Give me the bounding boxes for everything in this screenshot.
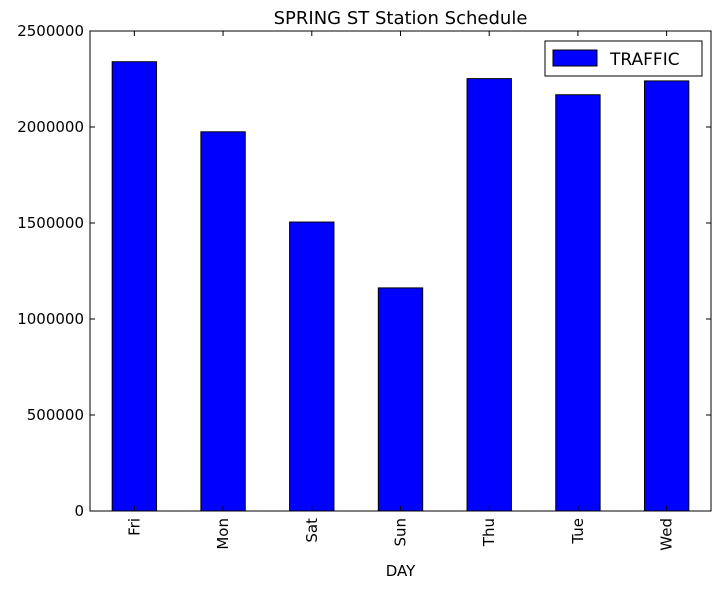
bars-group [111, 61, 690, 512]
x-tick-label-fri: Fri [125, 518, 143, 536]
bar-fri [111, 61, 158, 512]
x-tick-label-sun: Sun [392, 518, 410, 547]
bar-sat [289, 221, 335, 512]
y-tick-label: 500000 [27, 406, 84, 424]
y-tick-label: 1500000 [17, 214, 84, 232]
y-tick-label: 2500000 [17, 22, 84, 40]
x-tick-label-wed: Wed [658, 518, 676, 551]
x-axis-label: DAY [386, 562, 416, 580]
bar-mon [200, 131, 246, 512]
x-tick-label-mon: Mon [214, 518, 232, 550]
legend: TRAFFIC [544, 40, 703, 77]
y-tick-label: 1000000 [17, 310, 84, 328]
legend-label: TRAFFIC [609, 50, 680, 70]
bar-thu [466, 78, 512, 512]
x-tick-label-sat: Sat [303, 518, 321, 543]
chart-title: SPRING ST Station Schedule [274, 8, 528, 29]
x-tick-label-thu: Thu [480, 518, 498, 547]
bar-wed [643, 80, 690, 512]
y-tick-label: 2000000 [17, 118, 84, 136]
x-tick-label-tue: Tue [569, 518, 587, 545]
y-axis: 0 500000 1000000 1500000 2000000 2500000 [17, 22, 711, 520]
bar-tue [555, 94, 601, 512]
x-axis: Fri Mon Sat Sun Thu Tue Wed [125, 31, 676, 551]
bar-sun [377, 287, 424, 512]
legend-swatch [552, 49, 598, 67]
y-tick-label: 0 [74, 502, 84, 520]
